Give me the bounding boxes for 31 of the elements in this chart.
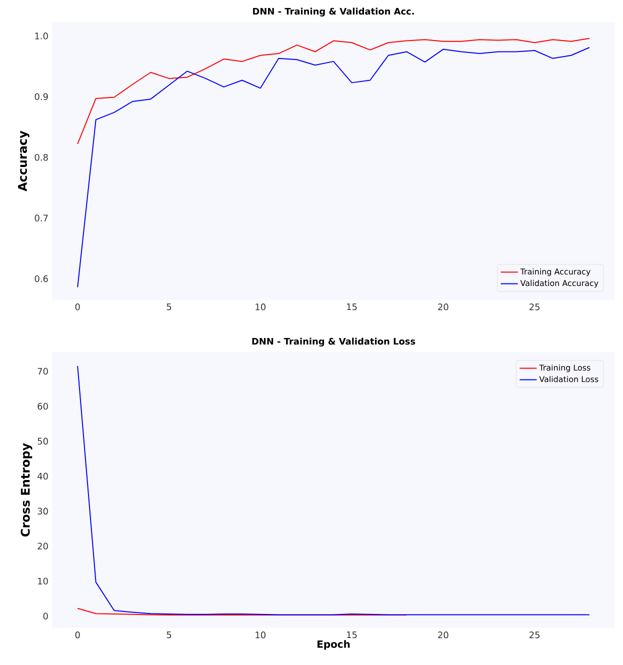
line-series (77, 38, 590, 144)
y-tick-label: 0.6 (34, 275, 48, 282)
y-tick-label: 0.8 (34, 154, 48, 161)
y-tick-label: 0 (43, 612, 48, 620)
x-tick-label: 5 (166, 304, 172, 310)
x-tick-label: 15 (347, 304, 357, 310)
y-tick-label: 20 (38, 542, 48, 550)
x-tick-label: 0 (75, 632, 80, 638)
y-tick-label: 30 (38, 508, 48, 515)
y-tick-label: 1.0 (35, 32, 48, 40)
x-tick-label: 5 (166, 632, 172, 638)
y-axis-title: Accuracy (18, 130, 30, 192)
chart-title: DNN - Training & Validation Loss (252, 338, 416, 346)
y-tick-label: 70 (38, 368, 48, 375)
y-tick-label: 40 (38, 472, 48, 480)
y-tick-label: 60 (38, 402, 48, 410)
y-tick-label: 0.9 (34, 93, 48, 100)
y-tick-label: 0.7 (34, 214, 48, 222)
x-tick-label: 25 (530, 632, 540, 638)
chart-title: DNN - Training & Validation Acc. (253, 8, 414, 16)
x-axis-title: Epoch (318, 640, 350, 650)
y-tick-label: 50 (38, 438, 48, 445)
x-tick-label: 20 (438, 632, 448, 638)
x-tick-label: 20 (438, 304, 448, 310)
x-tick-label: 10 (256, 632, 266, 638)
y-axis-title: Cross Entropy (20, 443, 32, 536)
x-tick-label: 25 (530, 304, 540, 310)
x-tick-label: 15 (347, 632, 357, 638)
x-tick-label: 0 (75, 304, 80, 310)
y-tick-label: 10 (38, 578, 48, 585)
x-tick-label: 10 (256, 304, 266, 310)
